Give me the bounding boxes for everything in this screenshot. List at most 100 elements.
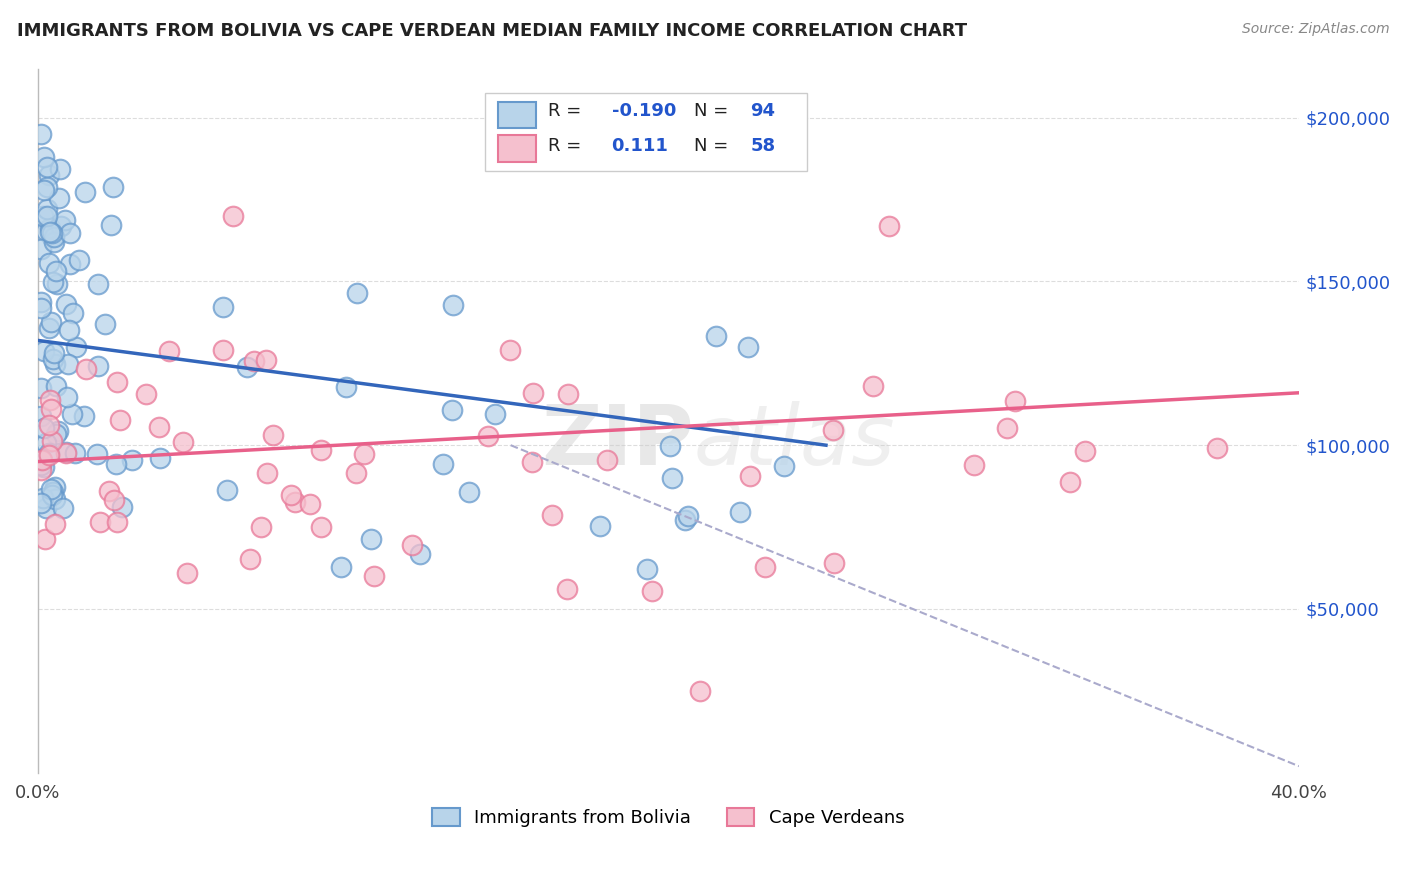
Point: [72, 409, 94, 424]
Point: [432, 457, 454, 471]
Point: [55, 445, 77, 459]
FancyBboxPatch shape: [498, 102, 536, 128]
Point: [41, 401, 63, 416]
Point: [346, 285, 368, 300]
Text: R =: R =: [548, 137, 593, 155]
Point: [704, 329, 727, 343]
Point: [458, 484, 481, 499]
Point: [335, 379, 357, 393]
Point: [38, 256, 60, 270]
Point: [236, 359, 259, 374]
Point: [111, 500, 134, 514]
Point: [34, 459, 56, 474]
Point: [39, 315, 62, 329]
Point: [363, 569, 385, 583]
Point: [44, 492, 66, 507]
Point: [65, 340, 87, 354]
Text: 58: 58: [751, 137, 776, 155]
Point: [309, 520, 332, 534]
Point: [1059, 475, 1081, 490]
Point: [105, 375, 128, 389]
Point: [499, 343, 522, 357]
Point: [676, 509, 699, 524]
Point: [35, 180, 58, 194]
Point: [58, 323, 80, 337]
Point: [172, 434, 194, 449]
Text: -0.190: -0.190: [612, 102, 676, 120]
Point: [484, 407, 506, 421]
Point: [754, 559, 776, 574]
Point: [44, 357, 66, 371]
Point: [284, 494, 307, 508]
Text: N =: N =: [693, 137, 734, 155]
Point: [53, 213, 76, 227]
Point: [30, 452, 52, 467]
Point: [298, 497, 321, 511]
Point: [862, 379, 884, 393]
Point: [32, 150, 55, 164]
Point: [60, 407, 83, 421]
Point: [30, 458, 52, 472]
Point: [212, 300, 235, 314]
Point: [42, 484, 65, 499]
Point: [212, 343, 235, 358]
Point: [108, 413, 131, 427]
Point: [823, 556, 845, 570]
Point: [87, 359, 110, 374]
Point: [661, 470, 683, 484]
Point: [37, 202, 59, 217]
Point: [56, 357, 79, 371]
Point: [641, 583, 664, 598]
Point: [344, 466, 367, 480]
Point: [1074, 443, 1097, 458]
Point: [46, 425, 69, 439]
Point: [38, 417, 60, 432]
Point: [46, 277, 69, 292]
Point: [100, 218, 122, 232]
Point: [87, 277, 110, 291]
Point: [38, 221, 60, 235]
Point: [157, 343, 180, 358]
Point: [30, 381, 52, 395]
FancyBboxPatch shape: [485, 93, 807, 170]
Point: [42, 275, 65, 289]
Point: [217, 483, 239, 497]
Point: [37, 209, 59, 223]
Point: [477, 429, 499, 443]
Point: [772, 458, 794, 473]
Point: [738, 469, 761, 483]
Point: [520, 454, 543, 468]
Point: [557, 387, 579, 401]
Point: [42, 235, 65, 249]
Point: [737, 340, 759, 354]
Point: [329, 559, 352, 574]
Point: [103, 179, 125, 194]
Point: [148, 420, 170, 434]
Point: [353, 447, 375, 461]
Point: [34, 420, 56, 434]
Point: [239, 551, 262, 566]
Legend: Immigrants from Bolivia, Cape Verdeans: Immigrants from Bolivia, Cape Verdeans: [425, 800, 911, 834]
Point: [589, 519, 612, 533]
Point: [249, 520, 271, 534]
Point: [636, 562, 658, 576]
Point: [31, 491, 53, 506]
Point: [30, 242, 52, 256]
Point: [75, 185, 97, 199]
Point: [41, 434, 63, 449]
Point: [38, 448, 60, 462]
Point: [30, 463, 52, 477]
Point: [34, 224, 56, 238]
Point: [176, 566, 198, 581]
Point: [45, 379, 67, 393]
Point: [728, 505, 751, 519]
Point: [49, 219, 72, 233]
Point: [38, 169, 60, 183]
Point: [39, 482, 62, 496]
Point: [75, 362, 97, 376]
Point: [38, 393, 60, 408]
Point: [541, 508, 564, 523]
Text: N =: N =: [693, 102, 734, 120]
Text: IMMIGRANTS FROM BOLIVIA VS CAPE VERDEAN MEDIAN FAMILY INCOME CORRELATION CHART: IMMIGRANTS FROM BOLIVIA VS CAPE VERDEAN …: [17, 22, 967, 40]
Point: [86, 447, 108, 461]
